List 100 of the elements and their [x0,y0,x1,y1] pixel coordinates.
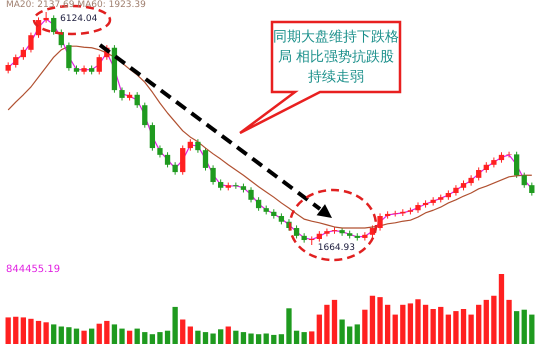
annotation: 1664.93 [318,243,355,253]
bar [370,296,376,344]
bar [384,304,390,344]
bar [362,310,368,344]
candlestick [316,230,322,242]
bar [309,331,314,344]
bar [202,332,208,344]
bar [271,334,276,344]
candlestick [28,32,34,53]
candlestick [415,202,421,214]
candlestick [96,54,102,75]
bar [514,311,520,344]
bar [96,324,102,344]
bar [522,310,527,344]
bar [188,326,193,344]
bar [6,317,11,344]
candlestick [278,212,284,225]
bar [210,334,216,344]
bar [104,320,110,344]
candlestick [468,174,474,186]
candlestick [164,152,170,168]
bar [324,304,330,344]
bar [484,300,489,344]
bar [468,314,474,344]
candlestick [20,46,26,60]
bar [286,308,292,344]
annotation: 844455.19 [6,264,60,275]
bar [453,311,459,344]
bar [446,314,451,344]
bar [150,334,156,344]
bar [332,300,338,344]
candlestick [6,62,11,74]
candlestick [43,12,49,24]
candlestick [377,212,383,232]
bar [195,330,201,344]
candlestick [134,92,140,108]
candlestick [514,151,520,178]
candlestick [453,184,459,196]
candlestick [271,208,276,220]
bar [164,330,170,344]
bar [172,306,178,344]
bar [28,318,34,344]
bar [422,304,428,344]
bar [226,326,231,344]
bar [392,314,398,344]
bar [36,320,42,344]
bar [529,314,534,344]
bar [498,274,504,344]
bar [134,328,140,344]
bar [43,322,49,344]
candlestick [157,144,163,158]
bar [506,300,512,344]
candlestick [522,172,527,188]
candlestick [301,232,307,244]
candlestick [51,14,56,36]
bar [316,314,322,344]
bar [20,317,26,344]
bar [51,324,56,344]
bar [13,316,18,344]
candlestick [210,164,216,186]
candlestick [66,42,72,72]
bar [347,326,352,344]
candlestick [119,86,125,102]
candlestick [460,180,466,191]
bar [408,303,414,344]
candlestick [150,122,156,152]
candlestick [13,54,18,68]
bar [142,332,148,344]
bar [126,330,132,344]
bar [460,309,466,344]
bar [491,296,497,344]
bar [377,297,383,344]
bar [66,327,72,344]
bar [240,332,246,344]
candlestick [491,156,497,168]
bar [119,328,125,344]
bar [301,332,307,344]
bar [218,329,224,344]
candlestick [202,147,208,172]
candlestick [294,224,300,239]
bar [74,328,80,344]
bar [264,334,269,344]
bar [180,320,186,344]
bar [112,324,118,344]
bar [256,334,262,344]
bar [415,299,421,344]
candlestick [142,102,148,128]
candlestick [188,138,193,152]
candlestick [195,138,201,154]
candlestick [498,152,504,164]
bar [248,334,254,344]
bar [476,304,482,344]
bar [58,326,64,344]
bar [430,309,436,344]
annotation: 6124.04 [60,14,98,24]
bar [278,334,284,344]
bar [400,304,406,344]
candlestick [218,178,224,191]
bar [438,306,444,344]
bar [157,332,163,344]
